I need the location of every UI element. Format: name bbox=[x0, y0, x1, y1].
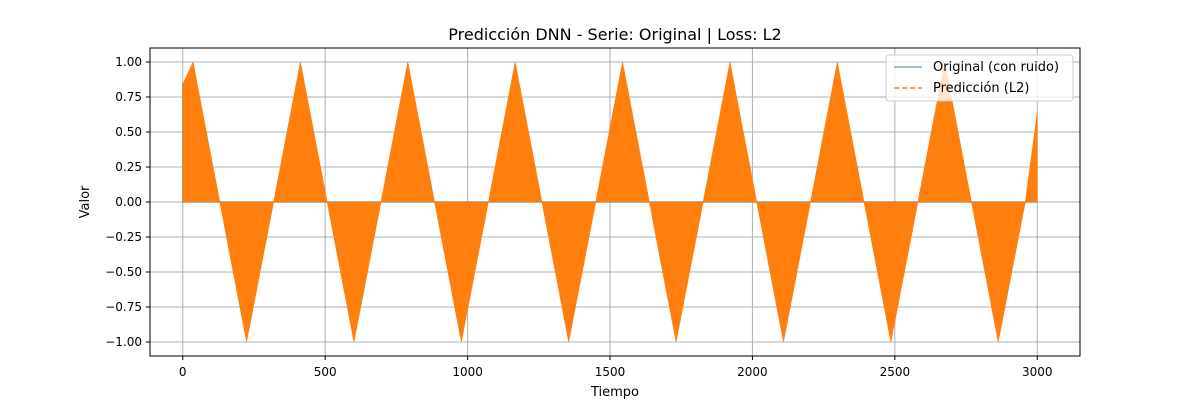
legend-box bbox=[885, 54, 1074, 102]
y-tick-label: −1.00 bbox=[105, 335, 142, 349]
legend-label-original: Original (con ruido) bbox=[933, 60, 1059, 75]
y-tick-label: −0.50 bbox=[105, 265, 142, 279]
x-tick-label: 500 bbox=[314, 365, 337, 379]
x-tick-label: 3000 bbox=[1022, 365, 1053, 379]
y-axis-title: Valor bbox=[78, 185, 93, 218]
ticks: 0 500 1000 1500 2000 2500 3000 −1.00 −0.75 −0.50 −… bbox=[105, 55, 1052, 379]
x-tick-label: 1500 bbox=[595, 365, 626, 379]
y-tick-label: 1.00 bbox=[115, 55, 142, 69]
y-tick-label: −0.25 bbox=[105, 230, 142, 244]
y-tick-label: 0.75 bbox=[115, 90, 142, 104]
x-tick-label: 1000 bbox=[452, 365, 483, 379]
x-tick-label: 2000 bbox=[737, 365, 768, 379]
x-tick-label: 2500 bbox=[880, 365, 911, 379]
y-tick-label: 0.25 bbox=[115, 160, 142, 174]
x-tick-label: 0 bbox=[179, 365, 187, 379]
legend-label-prediccion: Predicción (L2) bbox=[933, 81, 1029, 96]
legend: Original (con ruido) Predicción (L2) bbox=[885, 54, 1074, 102]
y-tick-label: 0.00 bbox=[115, 195, 142, 209]
chart-title: Predicción DNN - Serie: Original | Loss:… bbox=[448, 25, 781, 44]
y-tick-label: 0.50 bbox=[115, 125, 142, 139]
y-tick-label: −0.75 bbox=[105, 300, 142, 314]
x-axis-title: Tiempo bbox=[590, 385, 639, 400]
